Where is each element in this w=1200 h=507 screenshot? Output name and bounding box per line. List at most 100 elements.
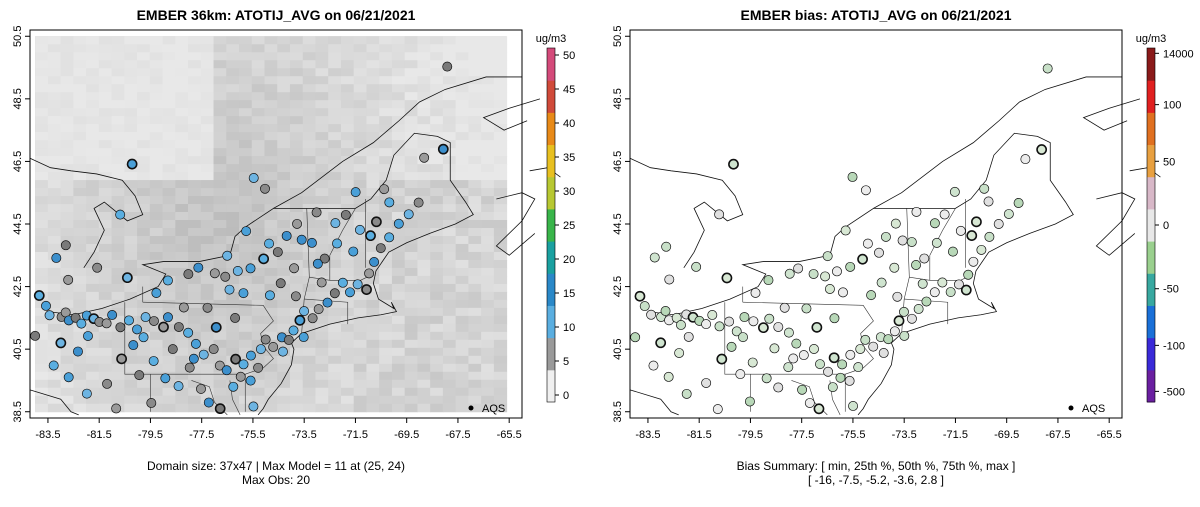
aqs-station-marker (735, 369, 746, 380)
colorbar-swatch (547, 369, 555, 403)
aqs-station-marker (750, 287, 761, 298)
aqs-station-marker (350, 187, 361, 198)
aqs-station-marker (151, 288, 162, 298)
aqs-station-marker (76, 318, 87, 329)
aqs-station-marker (815, 359, 825, 370)
aqs-station-marker (224, 284, 235, 295)
aqs-station-marker (238, 359, 249, 370)
aqs-station-marker (294, 314, 306, 326)
aqs-station-marker (838, 287, 848, 298)
aqs-station-marker (984, 231, 995, 242)
x-tick-label: -77.5 (789, 429, 814, 441)
colorbar-tick-label: 15 (563, 288, 575, 300)
aqs-station-marker (655, 337, 667, 349)
aqs-station-marker (919, 253, 930, 264)
aqs-station-marker (809, 344, 819, 354)
aqs-station-marker (330, 218, 341, 229)
x-tick-label: -83.5 (635, 429, 660, 441)
aqs-station-marker (311, 207, 322, 218)
aqs-station-marker (906, 237, 917, 247)
colorbar-swatch (547, 305, 555, 339)
aqs-station-marker (288, 325, 299, 336)
aqs-station-marker (337, 277, 348, 288)
aqs-legend-dot (468, 405, 474, 411)
aqs-station-marker (739, 312, 750, 323)
colorbar-swatch (547, 241, 555, 274)
aqs-station-marker (413, 197, 424, 208)
aqs-station-marker (784, 268, 795, 279)
aqs-station-marker (306, 237, 317, 248)
aqs-station-marker (158, 321, 169, 333)
aqs-station-marker (81, 388, 92, 399)
aqs-station-marker (822, 251, 833, 262)
y-tick-label: 40.5 (12, 338, 24, 359)
aqs-station-marker (167, 344, 178, 355)
aqs-station-marker (660, 306, 671, 316)
aqs-station-marker (146, 398, 157, 408)
colorbar: ug/m3 0 5 10 15 20 25 30 35 40 45 50 (536, 33, 575, 403)
y-tick-label: 38.5 (612, 401, 624, 422)
aqs-station-marker (384, 232, 395, 243)
aqs-station-marker (968, 256, 979, 267)
colorbar-tick-label: 0 (563, 390, 569, 402)
aqs-station-marker (230, 313, 241, 323)
x-tick-label: -69.5 (394, 429, 419, 441)
aqs-station-marker (880, 231, 891, 242)
aqs-station-marker (966, 230, 978, 241)
aqs-station-marker (844, 375, 855, 386)
aqs-station-marker (899, 306, 909, 317)
x-tick-label: -65.5 (497, 429, 522, 441)
aqs-station-marker (630, 332, 641, 343)
colorbar-swatch (1147, 80, 1155, 113)
aqs-station-marker (364, 268, 375, 279)
y-tick-label: 38.5 (12, 401, 24, 422)
aqs-station-marker (724, 316, 735, 327)
aqs-stations (30, 61, 453, 415)
aqs-station-marker (883, 334, 894, 345)
aqs-station-marker (275, 278, 286, 289)
aqs-station-marker (289, 263, 300, 274)
aqs-station-marker (128, 340, 139, 351)
aqs-station-marker (646, 309, 657, 320)
aqs-station-marker (866, 290, 877, 301)
aqs-station-marker (107, 310, 118, 320)
colorbar-tick-label: 100 (1163, 100, 1181, 112)
y-tick-label: 40.5 (612, 338, 624, 359)
aqs-station-marker (748, 316, 759, 327)
aqs-station-marker (857, 253, 868, 265)
aqs-station-marker (860, 334, 871, 345)
y-tick-label: 50.5 (612, 26, 624, 47)
aqs-station-marker (763, 275, 774, 286)
aqs-station-marker (1020, 154, 1031, 165)
colorbar-tick-label: 35 (563, 152, 575, 164)
aqs-station-marker (853, 362, 864, 373)
caption-line: Domain size: 37x47 | Max Model = 11 at (… (147, 459, 405, 473)
y-tick-label: 46.5 (12, 151, 24, 172)
aqs-station-marker (757, 322, 769, 334)
aqs-station-marker (264, 290, 275, 301)
aqs-station-marker (747, 357, 758, 368)
colorbar-tick-label: 40 (563, 118, 575, 130)
colorbar-tick-label: -50 (1163, 284, 1179, 296)
aqs-station-marker (60, 240, 71, 251)
colorbar-swatch (547, 208, 555, 242)
y-tick-label: 42.5 (12, 276, 24, 297)
aqs-station-marker (939, 209, 950, 220)
x-tick-label: -81.5 (87, 429, 112, 441)
colorbar-swatch (1147, 144, 1155, 178)
aqs-station-marker (674, 348, 685, 358)
aqs-station-marker (230, 353, 242, 365)
aqs-station-marker (238, 288, 249, 299)
aqs-station-marker (126, 158, 138, 170)
aqs-station-marker (307, 313, 318, 324)
aqs-station-marker (983, 196, 994, 207)
aqs-station-marker (744, 396, 755, 407)
aqs-station-marker (798, 350, 809, 361)
aqs-station-marker (245, 350, 256, 361)
aqs-station-marker (403, 209, 414, 220)
aqs-station-marker (897, 235, 908, 246)
aqs-station-marker (298, 332, 309, 343)
x-tick-label: -73.5 (892, 429, 917, 441)
aqs-station-marker (899, 330, 910, 341)
aqs-station-marker (149, 316, 159, 327)
